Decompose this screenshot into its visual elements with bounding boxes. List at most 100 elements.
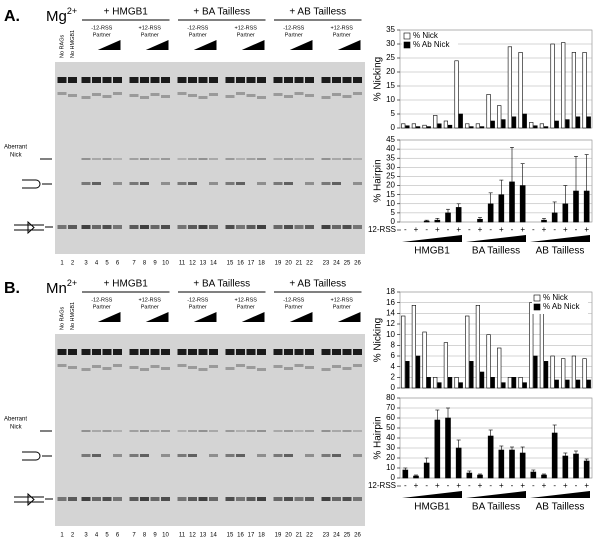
band	[113, 364, 122, 367]
control-label: No HMGB1	[70, 302, 76, 330]
band	[188, 430, 197, 432]
band	[321, 77, 331, 83]
band	[209, 158, 218, 160]
legend-label: % Ab Nick	[543, 302, 580, 311]
lane-number: 20	[285, 533, 292, 539]
band	[257, 96, 266, 99]
band	[342, 95, 352, 98]
x-tick-label: +	[435, 481, 440, 490]
bar	[411, 305, 417, 389]
bar	[518, 377, 523, 389]
partner-word: Partner	[141, 304, 159, 310]
band	[81, 497, 91, 501]
wedge	[241, 40, 265, 50]
wedge	[193, 40, 217, 50]
band	[236, 92, 245, 95]
bar	[550, 43, 555, 129]
bar	[454, 377, 459, 389]
band	[161, 454, 170, 457]
bar	[575, 116, 581, 129]
band	[198, 368, 208, 371]
wedge	[97, 312, 121, 322]
panel-label: B.	[4, 280, 20, 297]
band	[246, 366, 256, 369]
bar	[469, 361, 474, 389]
x-tick-label: +	[499, 225, 504, 234]
band	[92, 77, 101, 83]
bar	[539, 123, 544, 129]
bar	[573, 453, 579, 479]
band	[321, 430, 331, 432]
x-tick-label: +	[584, 481, 589, 490]
band	[332, 225, 341, 229]
y-tick-label: 25	[386, 172, 395, 181]
band-label: Aberrant	[4, 417, 27, 423]
bar	[565, 119, 570, 129]
band	[140, 96, 149, 99]
y-tick-label: 80	[386, 393, 395, 402]
lane-number: 8	[143, 533, 147, 539]
x-tick-label: -	[532, 481, 535, 490]
band	[332, 93, 341, 96]
band	[129, 182, 139, 185]
band	[102, 158, 112, 160]
bar	[507, 377, 513, 389]
band	[140, 368, 149, 371]
bar	[554, 379, 559, 389]
wedge	[466, 491, 526, 498]
band	[284, 367, 293, 370]
band	[140, 182, 149, 185]
y-tick-label: 14	[386, 308, 395, 317]
lane-number: 7	[132, 261, 136, 267]
y-tick-label: 20	[386, 67, 395, 76]
band	[188, 94, 197, 97]
bar	[582, 358, 587, 389]
bar	[571, 52, 576, 129]
band	[150, 158, 160, 160]
lane-number: 9	[153, 533, 157, 539]
band	[140, 430, 149, 432]
band	[225, 77, 235, 83]
band	[57, 349, 67, 355]
legend-swatch	[533, 294, 541, 302]
band	[209, 182, 218, 185]
band	[353, 430, 362, 432]
band	[305, 94, 314, 97]
partner-label: +12-RSS	[331, 297, 354, 303]
bar	[586, 116, 591, 129]
band	[81, 454, 91, 457]
band	[113, 454, 122, 457]
band	[177, 77, 187, 83]
bar	[445, 212, 451, 223]
band	[257, 349, 266, 355]
bar	[479, 126, 485, 129]
band	[305, 497, 314, 501]
bar	[551, 212, 558, 223]
y-tick-label: 70	[386, 403, 395, 412]
band	[273, 497, 283, 501]
band	[92, 182, 101, 185]
band	[257, 368, 266, 371]
band	[332, 77, 341, 83]
y-tick-label: 6	[391, 351, 396, 360]
band	[81, 96, 91, 99]
lane-number: 16	[237, 533, 244, 539]
band	[353, 454, 362, 457]
band	[177, 497, 187, 501]
y-tick-label: 4	[391, 362, 396, 371]
lane-number: 3	[84, 533, 88, 539]
bar	[475, 305, 481, 389]
wedge	[466, 235, 526, 242]
band	[294, 77, 304, 83]
ion: Mn	[46, 280, 67, 297]
lane-number: 11	[179, 261, 186, 267]
band	[113, 497, 122, 501]
band	[113, 92, 122, 95]
band	[225, 225, 235, 229]
band	[92, 93, 101, 96]
band	[188, 158, 197, 160]
band	[353, 158, 362, 160]
band	[57, 497, 67, 501]
band	[57, 92, 67, 95]
y-tick-label: 18	[386, 287, 395, 296]
